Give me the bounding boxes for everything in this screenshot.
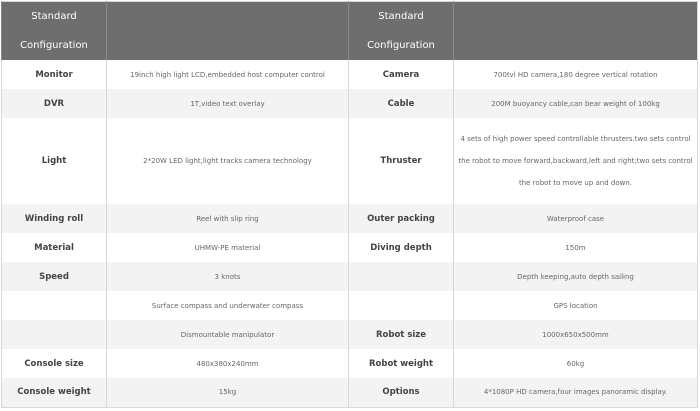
spec-label: Outer packing	[348, 204, 454, 233]
spec-label: Console weight	[1, 378, 107, 407]
spec-value: Dismountable manipulator	[106, 320, 349, 349]
spec-label: Winding roll	[1, 204, 107, 233]
table-row: Speed 3 knots Depth keeping,auto depth sai…	[1, 262, 698, 291]
header-row: Standard Configuration Standard Configur…	[1, 1, 698, 60]
table-row: Console weight 15kg Options 4*1080P HD came…	[1, 378, 698, 407]
spec-value: 700tvl HD camera,180 degree vertical rot…	[453, 60, 698, 89]
table-row: Surface compass and underwater compass GP…	[1, 291, 698, 320]
spec-label: Camera	[348, 60, 454, 89]
spec-label	[1, 291, 107, 320]
spec-value: 15kg	[106, 378, 349, 407]
table-row: Light 2*20W LED light,light tracks camera…	[1, 118, 698, 204]
spec-label	[1, 320, 107, 349]
spec-label	[348, 262, 454, 291]
table-row: Console size 480x380x240mm Robot weight 60k…	[1, 349, 698, 378]
spec-label: Material	[1, 233, 107, 262]
spec-value: 4*1080P HD camera,four images panoramic …	[453, 378, 698, 407]
spec-label: Cable	[348, 89, 454, 118]
spec-label: DVR	[1, 89, 107, 118]
spec-value: 480x380x240mm	[106, 349, 349, 378]
spec-value: 2*20W LED light,light tracks camera tech…	[106, 118, 349, 204]
spec-label: Robot size	[348, 320, 454, 349]
header-right-title: Standard Configuration	[348, 1, 454, 60]
spec-value: 150m	[453, 233, 698, 262]
header-left-title: Standard Configuration	[1, 1, 107, 60]
spec-value: Surface compass and underwater compass	[106, 291, 349, 320]
spec-value: 3 knots	[106, 262, 349, 291]
spec-value: 60kg	[453, 349, 698, 378]
spec-label: Robot weight	[348, 349, 454, 378]
table-row: Winding roll Reel with slip ring Outer pac…	[1, 204, 698, 233]
spec-value: Reel with slip ring	[106, 204, 349, 233]
spec-label: Options	[348, 378, 454, 407]
spec-value: 1000x650x500mm	[453, 320, 698, 349]
spec-label: Console size	[1, 349, 107, 378]
spec-label	[348, 291, 454, 320]
spec-value: UHMW-PE material	[106, 233, 349, 262]
table-row: DVR 1T,video text overlay Cable 200M buoyan…	[1, 89, 698, 118]
table-row: Monitor 19inch high light LCD,embedded ho…	[1, 60, 698, 89]
spec-value: 1T,video text overlay	[106, 89, 349, 118]
spec-value: 19inch high light LCD,embedded host comp…	[106, 60, 349, 89]
spec-label: Speed	[1, 262, 107, 291]
spec-value: 200M buoyancy cable,can bear weight of 1…	[453, 89, 698, 118]
table-row: Dismountable manipulator Robot size 1000x6…	[1, 320, 698, 349]
header-empty	[106, 1, 349, 60]
spec-value: Depth keeping,auto depth sailing	[453, 262, 698, 291]
header-empty	[453, 1, 698, 60]
spec-label: Diving depth	[348, 233, 454, 262]
spec-label: Thruster	[348, 118, 454, 204]
spec-label: Monitor	[1, 60, 107, 89]
spec-value: GPS location	[453, 291, 698, 320]
table-row: Material UHMW-PE material Diving depth 150m	[1, 233, 698, 262]
spec-value: 4 sets of high power speed controllable …	[453, 118, 698, 204]
spec-value: Waterproof case	[453, 204, 698, 233]
spec-label: Light	[1, 118, 107, 204]
